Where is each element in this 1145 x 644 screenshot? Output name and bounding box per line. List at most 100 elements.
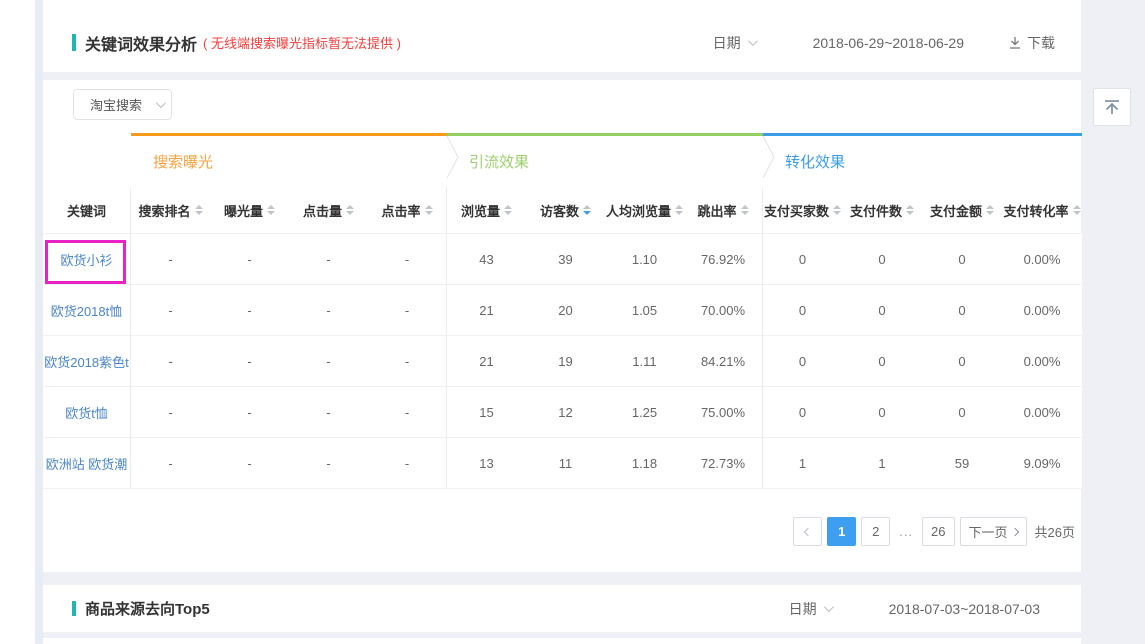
column-header-paid-amount[interactable]: 支付金额: [922, 187, 1002, 233]
column-header-pageviews[interactable]: 浏览量: [447, 187, 526, 233]
download-label: 下载: [1027, 34, 1055, 51]
group-label: 引流效果: [469, 154, 530, 171]
group-divider-chevron-icon: [446, 136, 459, 178]
table-cell: -: [368, 335, 447, 386]
table-cell: -: [289, 284, 368, 335]
group-label: 转化效果: [785, 154, 846, 171]
column-header-paid-conversion[interactable]: 支付转化率: [1002, 187, 1082, 233]
column-header-paid-items[interactable]: 支付件数: [842, 187, 922, 233]
table-cell: 0.00%: [1002, 233, 1082, 284]
table-cell: -: [210, 437, 289, 488]
table-cell: 13: [447, 437, 526, 488]
column-header-visitors[interactable]: 访客数: [526, 187, 605, 233]
group-traffic-effect: 引流效果: [446, 133, 763, 187]
group-conversion-effect: 转化效果: [762, 133, 1082, 187]
sort-icon: [986, 205, 994, 215]
table-cell: -: [289, 437, 368, 488]
keyword-table: 搜索曝光 引流效果 转化效果 关键词 搜索排名 曝光量 点击量 点击率 浏览量 …: [43, 133, 1082, 489]
table-cell: 1: [763, 437, 842, 488]
table-cell: 0: [842, 233, 922, 284]
table-cell: 1.05: [605, 284, 684, 335]
table-cell: -: [289, 233, 368, 284]
table-row-keyword[interactable]: 欧货t恤: [43, 386, 131, 437]
sort-icon: [1072, 205, 1081, 215]
sort-icon: [833, 205, 841, 215]
date-range-value[interactable]: 2018-06-29~2018-06-29: [812, 34, 964, 51]
table-cell: -: [131, 335, 210, 386]
table-cell: 0: [922, 284, 1002, 335]
table-cell: 0: [763, 335, 842, 386]
keyword-analysis-header: 关键词效果分析 ( 无线端搜索曝光指标暂无法提供 ) 日期 2018-06-29…: [43, 13, 1081, 72]
table-cell: 0: [763, 386, 842, 437]
table-row-keyword[interactable]: 欧货小衫: [43, 233, 131, 284]
table-cell: 43: [447, 233, 526, 284]
table-cell: -: [368, 437, 447, 488]
pagination-ellipsis: ...: [899, 524, 914, 539]
date-dropdown[interactable]: 日期: [788, 599, 834, 619]
table-cell: 72.73%: [684, 437, 763, 488]
chevron-down-icon: [823, 602, 834, 613]
date-dropdown[interactable]: 日期: [712, 33, 758, 53]
table-cell: -: [210, 284, 289, 335]
table-cell: 84.21%: [684, 335, 763, 386]
table-cell: 12: [526, 386, 605, 437]
next-page-button[interactable]: 下一页: [959, 517, 1027, 546]
date-dropdown-label: 日期: [712, 34, 741, 51]
pagination: 1 2 ... 26 下一页 共26页: [793, 517, 1075, 546]
chevron-down-icon: [747, 36, 758, 47]
scrollbar-track[interactable]: [35, 0, 43, 644]
header-controls: 日期 2018-07-03~2018-07-03: [789, 599, 1040, 619]
column-header-paid-buyers[interactable]: 支付买家数: [763, 187, 842, 233]
download-icon: [1010, 36, 1020, 49]
page-button-2[interactable]: 2: [861, 517, 891, 546]
accent-bar: [72, 601, 76, 616]
back-to-top-icon: [1105, 100, 1119, 114]
page-button-26[interactable]: 26: [922, 517, 955, 546]
table-row-keyword[interactable]: 欧货2018t恤: [43, 284, 131, 335]
column-header-keyword: 关键词: [43, 187, 131, 233]
column-header-exposure[interactable]: 曝光量: [210, 187, 289, 233]
chevron-right-icon: [1010, 527, 1019, 536]
sort-icon: [504, 205, 512, 215]
table-cell: -: [210, 335, 289, 386]
table-cell: 1.18: [605, 437, 684, 488]
next-section-edge: [43, 638, 1081, 644]
table-cell: 21: [447, 335, 526, 386]
table-cell: 39: [526, 233, 605, 284]
column-header-ctr[interactable]: 点击率: [368, 187, 447, 233]
table-row-keyword[interactable]: 欧洲站 欧货潮: [43, 437, 131, 488]
header-controls: 日期 2018-06-29~2018-06-29 下载: [713, 33, 1055, 53]
channel-selector-value: 淘宝搜索: [90, 98, 143, 113]
column-header-avg-pageviews[interactable]: 人均浏览量: [605, 187, 684, 233]
section-note: ( 无线端搜索曝光指标暂无法提供 ): [203, 36, 401, 51]
accent-bar: [72, 34, 76, 51]
back-to-top-button[interactable]: [1093, 88, 1131, 126]
sort-icon-active: [583, 205, 591, 215]
source-section-header: 商品来源去向Top5 日期 2018-07-03~2018-07-03: [43, 585, 1081, 632]
table-cell: 76.92%: [684, 233, 763, 284]
table-group-header-row: 搜索曝光 引流效果 转化效果: [43, 133, 1082, 187]
channel-selector[interactable]: 淘宝搜索: [73, 89, 172, 120]
section-title: 关键词效果分析: [85, 36, 198, 54]
table-cell: 19: [526, 335, 605, 386]
date-range-value[interactable]: 2018-07-03~2018-07-03: [888, 600, 1040, 617]
prev-page-button[interactable]: [793, 517, 823, 546]
table-cell: 1.10: [605, 233, 684, 284]
sort-icon: [675, 205, 683, 215]
column-header-search-rank[interactable]: 搜索排名: [131, 187, 210, 233]
table-cell: -: [131, 233, 210, 284]
table-grid: 关键词 搜索排名 曝光量 点击量 点击率 浏览量 访客数 人均浏览量 跳出率 支…: [43, 187, 1082, 489]
table-cell: -: [289, 386, 368, 437]
table-cell: 59: [922, 437, 1002, 488]
sort-icon: [346, 205, 354, 215]
date-dropdown-label: 日期: [788, 600, 817, 617]
page-button-1[interactable]: 1: [827, 517, 857, 546]
table-row-keyword[interactable]: 欧货2018紫色t: [43, 335, 131, 386]
table-cell: 21: [447, 284, 526, 335]
download-button[interactable]: 下载: [1008, 33, 1055, 53]
column-header-clicks[interactable]: 点击量: [289, 187, 368, 233]
table-cell: 11: [526, 437, 605, 488]
column-header-bounce-rate[interactable]: 跳出率: [684, 187, 763, 233]
table-cell: -: [131, 386, 210, 437]
table-cell: 1.25: [605, 386, 684, 437]
